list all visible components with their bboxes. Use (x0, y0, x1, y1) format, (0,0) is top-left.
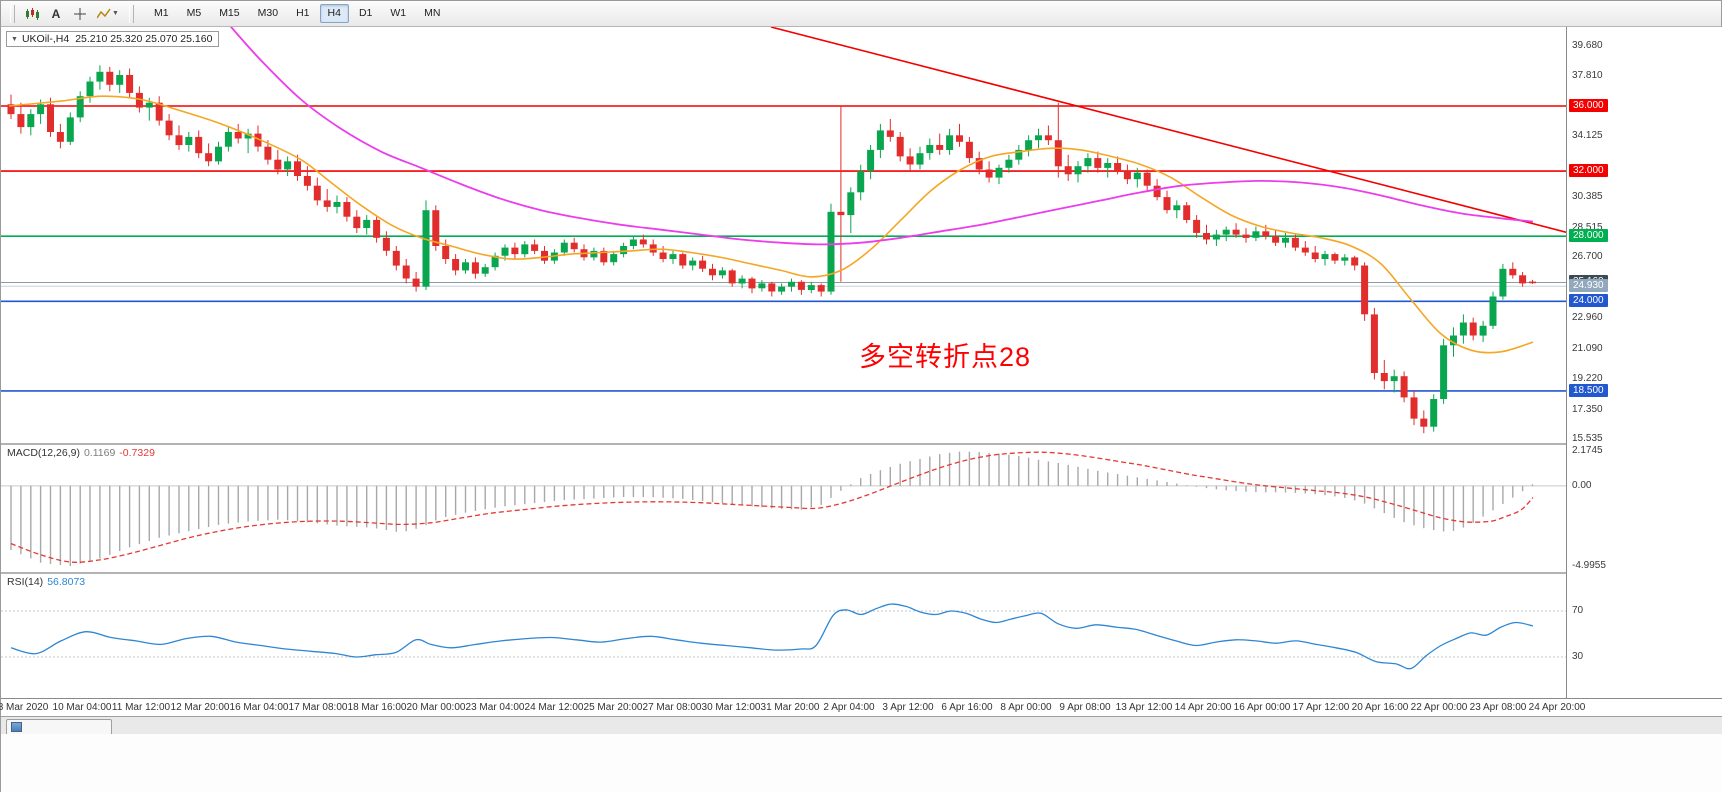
text-tool-label: A (51, 6, 61, 21)
price-level-tag: 28.000 (1569, 229, 1608, 242)
price-level-tag: 32.000 (1569, 164, 1608, 177)
symbol-label: UKOil-,H4 (21, 33, 70, 45)
timeframe-group: M1 M5 M15 M30 H1 H4 D1 W1 MN (145, 4, 449, 23)
crosshair-tool-button[interactable] (68, 4, 92, 24)
time-axis-label: 3 Apr 12:00 (882, 702, 934, 713)
price-level-tag: 24.930 (1569, 279, 1608, 292)
time-axis-label: 23 Apr 08:00 (1469, 702, 1527, 713)
rsi-panel[interactable]: RSI(14) 56.8073 (1, 574, 1566, 698)
chart-tab-bar (1, 716, 1722, 734)
price-tick-label: 17.350 (1572, 404, 1603, 415)
chart-icon (11, 722, 22, 732)
chart-tab[interactable] (6, 719, 112, 734)
price-tick-label: 39.680 (1572, 40, 1603, 51)
timeframe-button-d1[interactable]: D1 (351, 4, 380, 23)
timeframe-button-w1[interactable]: W1 (382, 4, 414, 23)
time-axis-label: 6 Apr 16:00 (941, 702, 993, 713)
time-axis-label: 23 Mar 04:00 (465, 702, 525, 713)
macd-panel[interactable]: MACD(12,26,9) 0.1169 -0.7329 (1, 445, 1566, 572)
timeframe-button-m1[interactable]: M1 (146, 4, 177, 23)
time-axis-label: 16 Apr 00:00 (1233, 702, 1291, 713)
time-axis-label: 18 Mar 16:00 (347, 702, 407, 713)
time-axis-label: 13 Apr 12:00 (1115, 702, 1173, 713)
macd-label: MACD(12,26,9) 0.1169 -0.7329 (7, 447, 155, 459)
time-axis-label: 27 Mar 08:00 (642, 702, 702, 713)
candlestick-canvas[interactable] (1, 27, 1566, 443)
timeframe-button-h4[interactable]: H4 (319, 4, 349, 23)
timeframe-button-m15[interactable]: M15 (211, 4, 247, 23)
price-tick-label: 30.385 (1572, 191, 1603, 202)
text-tool-button[interactable]: A (44, 4, 68, 24)
rsi-canvas[interactable] (1, 574, 1566, 698)
rsi-name: RSI(14) (7, 576, 44, 588)
time-axis-label: 31 Mar 20:00 (760, 702, 820, 713)
time-axis-label: 14 Apr 20:00 (1174, 702, 1232, 713)
time-axis-label: 8 Mar 2020 (0, 702, 49, 713)
timeframe-button-mn[interactable]: MN (416, 4, 448, 23)
time-axis-label: 17 Apr 12:00 (1292, 702, 1350, 713)
price-tick-label: 19.220 (1572, 373, 1603, 384)
main-toolbar: A ▼ M1 M5 M15 M30 H1 H4 D1 W1 MN (1, 1, 1721, 27)
time-axis-label: 8 Apr 00:00 (1000, 702, 1052, 713)
time-axis-label: 30 Mar 12:00 (701, 702, 761, 713)
price-tick-label: 26.700 (1572, 251, 1603, 262)
timeframe-button-m5[interactable]: M5 (179, 4, 210, 23)
candlestick-chart-icon (26, 7, 39, 20)
panel-splitter[interactable] (1, 572, 1722, 574)
rsi-value: 56.8073 (47, 576, 86, 588)
time-axis-label: 25 Mar 20:00 (583, 702, 643, 713)
rsi-label: RSI(14) 56.8073 (7, 576, 85, 588)
rsi-tick-label: 70 (1572, 605, 1584, 616)
price-level-tag: 36.000 (1569, 99, 1608, 112)
rsi-tick-label: 30 (1572, 651, 1584, 662)
time-axis-label: 9 Apr 08:00 (1059, 702, 1111, 713)
ohlc-values: 25.210 25.320 25.070 25.160 (75, 33, 213, 45)
symbol-ohlc-box[interactable]: ▼ UKOil-,H4 25.210 25.320 25.070 25.160 (6, 31, 220, 47)
price-level-tag: 18.500 (1569, 384, 1608, 397)
macd-tick-label: -4.9955 (1572, 560, 1606, 571)
time-axis-label: 11 Mar 12:00 (111, 702, 171, 713)
price-tick-label: 21.090 (1572, 343, 1603, 354)
price-tick-label: 15.535 (1572, 433, 1603, 444)
macd-tick-label: 0.00 (1572, 480, 1592, 491)
chart-window-button[interactable] (20, 4, 44, 24)
panel-splitter[interactable] (1, 443, 1722, 445)
time-axis: 8 Mar 2020 10 Mar 04:00 11 Mar 12:00 12 Mar… (0, 698, 1722, 716)
time-axis-label: 16 Mar 04:00 (229, 702, 289, 713)
price-tick-label: 37.810 (1572, 70, 1603, 81)
status-area (1, 734, 1722, 792)
indicators-dropdown-button[interactable]: ▼ (92, 4, 124, 24)
price-tick-label: 34.125 (1572, 130, 1603, 141)
main-chart-panel[interactable]: ▼ UKOil-,H4 25.210 25.320 25.070 25.160 多空… (1, 27, 1566, 443)
indicator-zigzag-icon (97, 8, 111, 18)
time-axis-label: 24 Mar 12:00 (524, 702, 584, 713)
timeframe-button-h1[interactable]: H1 (288, 4, 317, 23)
time-axis-label: 20 Mar 00:00 (406, 702, 466, 713)
time-axis-label: 24 Apr 20:00 (1528, 702, 1586, 713)
time-axis-label: 17 Mar 08:00 (288, 702, 348, 713)
price-axis: 39.680 37.810 34.125 30.385 28.515 26.700 22.9… (1566, 27, 1722, 698)
toolbar-grip[interactable] (10, 4, 15, 23)
macd-main-value: 0.1169 (83, 447, 116, 459)
price-tick-label: 28.515 (1572, 222, 1603, 233)
toolbar-grip[interactable] (129, 4, 134, 23)
time-axis-label: 12 Mar 20:00 (170, 702, 230, 713)
time-axis-label: 20 Apr 16:00 (1351, 702, 1409, 713)
macd-name: MACD(12,26,9) (7, 447, 80, 459)
chart-area: ▼ UKOil-,H4 25.210 25.320 25.070 25.160 多空… (1, 27, 1722, 698)
crosshair-icon (74, 7, 86, 20)
chevron-down-icon: ▼ (11, 36, 18, 43)
time-axis-label: 2 Apr 04:00 (823, 702, 875, 713)
chart-annotation-text: 多空转折点28 (859, 342, 1032, 372)
macd-signal-value: -0.7329 (119, 447, 155, 459)
time-axis-label: 10 Mar 04:00 (52, 702, 112, 713)
timeframe-button-m30[interactable]: M30 (250, 4, 286, 23)
chevron-down-icon: ▼ (112, 10, 119, 17)
time-axis-label: 22 Apr 00:00 (1410, 702, 1468, 713)
macd-canvas[interactable] (1, 445, 1566, 572)
price-level-tag: 24.000 (1569, 294, 1608, 307)
price-tick-label: 22.960 (1572, 312, 1603, 323)
macd-tick-label: 2.1745 (1572, 445, 1603, 456)
